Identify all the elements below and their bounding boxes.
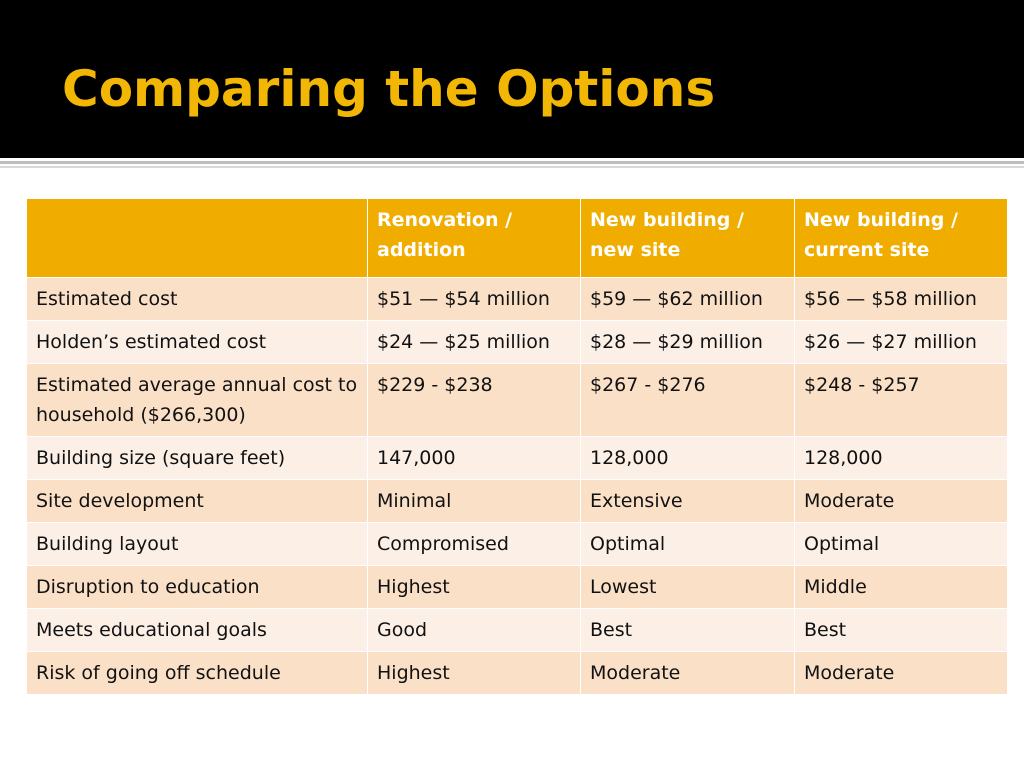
comparison-table: Renovation / addition New building / new…	[26, 198, 1008, 695]
row-label: Meets educational goals	[26, 608, 368, 652]
row-label: Site development	[26, 479, 368, 523]
table-cell: Optimal	[794, 522, 1008, 566]
table-cell: Compromised	[367, 522, 581, 566]
row-label: Estimated cost	[26, 277, 368, 321]
table-cell: Good	[367, 608, 581, 652]
table-row: Risk of going off schedule Highest Moder…	[26, 651, 1008, 695]
table-cell: Highest	[367, 651, 581, 695]
table-cell: $229 - $238	[367, 363, 581, 437]
title-bar: Comparing the Options	[0, 0, 1024, 158]
table-row: Building layout Compromised Optimal Opti…	[26, 522, 1008, 566]
table-cell: Moderate	[794, 479, 1008, 523]
table-row: Holden’s estimated cost $24 — $25 millio…	[26, 320, 1008, 364]
table-cell: $24 — $25 million	[367, 320, 581, 364]
divider-line	[0, 161, 1024, 164]
table-cell: Extensive	[580, 479, 795, 523]
table-cell: $51 — $54 million	[367, 277, 581, 321]
header-cell-blank	[26, 198, 368, 278]
header-cell-new-site: New building / new site	[580, 198, 795, 278]
table-cell: Optimal	[580, 522, 795, 566]
table-cell: 128,000	[580, 436, 795, 480]
row-label: Disruption to education	[26, 565, 368, 609]
row-label: Building size (square feet)	[26, 436, 368, 480]
table-cell: Lowest	[580, 565, 795, 609]
table-cell: Moderate	[580, 651, 795, 695]
table-cell: Best	[580, 608, 795, 652]
row-label: Estimated average annual cost to househo…	[26, 363, 368, 437]
table-row: Estimated cost $51 — $54 million $59 — $…	[26, 277, 1008, 321]
table-cell: $56 — $58 million	[794, 277, 1008, 321]
table-row: Building size (square feet) 147,000 128,…	[26, 436, 1008, 480]
row-label: Risk of going off schedule	[26, 651, 368, 695]
table-header-row: Renovation / addition New building / new…	[26, 198, 1008, 278]
comparison-table-container: Renovation / addition New building / new…	[26, 198, 1008, 695]
table-cell: Best	[794, 608, 1008, 652]
table-cell: Minimal	[367, 479, 581, 523]
table-cell: $59 — $62 million	[580, 277, 795, 321]
table-row: Estimated average annual cost to househo…	[26, 363, 1008, 437]
header-cell-renovation: Renovation / addition	[367, 198, 581, 278]
table-cell: $26 — $27 million	[794, 320, 1008, 364]
divider-line-secondary	[0, 166, 1024, 168]
table-row: Meets educational goals Good Best Best	[26, 608, 1008, 652]
table-cell: Highest	[367, 565, 581, 609]
row-label: Building layout	[26, 522, 368, 566]
table-cell: $267 - $276	[580, 363, 795, 437]
table-cell: $28 — $29 million	[580, 320, 795, 364]
table-cell: 128,000	[794, 436, 1008, 480]
table-cell: Middle	[794, 565, 1008, 609]
table-cell: $248 - $257	[794, 363, 1008, 437]
table-cell: 147,000	[367, 436, 581, 480]
row-label: Holden’s estimated cost	[26, 320, 368, 364]
table-cell: Moderate	[794, 651, 1008, 695]
table-row: Disruption to education Highest Lowest M…	[26, 565, 1008, 609]
table-row: Site development Minimal Extensive Moder…	[26, 479, 1008, 523]
header-cell-current-site: New building / current site	[794, 198, 1008, 278]
slide-title: Comparing the Options	[62, 60, 716, 118]
